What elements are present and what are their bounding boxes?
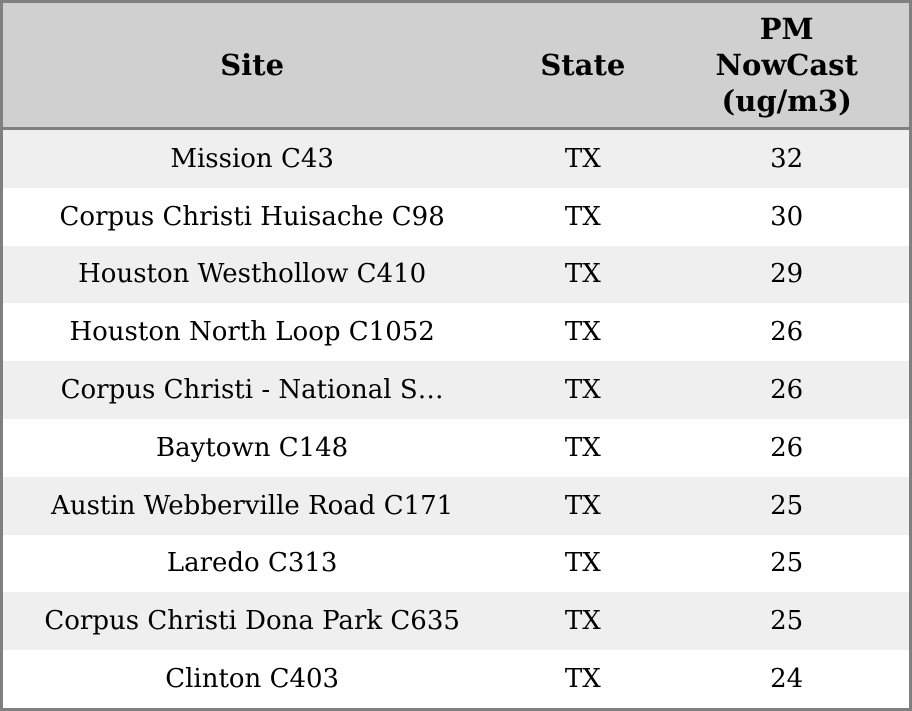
cell-state: TX <box>564 664 601 695</box>
cell-state: TX <box>564 548 601 579</box>
table-row: Clinton C403 TX 24 <box>3 650 909 708</box>
cell-pm: 26 <box>770 317 804 348</box>
cell-site: Houston North Loop C1052 <box>69 317 435 348</box>
cell-site: Austin Webberville Road C171 <box>51 490 454 521</box>
cell-pm: 26 <box>770 375 804 406</box>
cell-pm: 29 <box>770 259 804 290</box>
table-row: Houston North Loop C1052 TX 26 <box>3 303 909 362</box>
cell-site: Corpus Christi Huisache C98 <box>59 201 445 232</box>
col-header-site: Site <box>220 48 285 82</box>
cell-pm: 25 <box>770 548 804 579</box>
cell-pm: 26 <box>770 432 804 463</box>
cell-state: TX <box>564 432 601 463</box>
cell-state: TX <box>564 259 601 290</box>
cell-site: Corpus Christi - National S… <box>60 375 444 406</box>
cell-site: Laredo C313 <box>166 548 338 579</box>
cell-site: Houston Westhollow C410 <box>78 259 427 290</box>
cell-state: TX <box>564 606 601 637</box>
table-row: Houston Westhollow C410 TX 29 <box>3 245 909 304</box>
cell-state: TX <box>564 375 601 406</box>
cell-pm: 32 <box>770 143 804 174</box>
cell-site: Mission C43 <box>170 143 334 174</box>
table-row: Baytown C148 TX 26 <box>3 418 909 477</box>
table-row: Laredo C313 TX 25 <box>3 534 909 593</box>
cell-pm: 25 <box>770 490 804 521</box>
cell-pm: 24 <box>770 664 804 695</box>
cell-state: TX <box>564 490 601 521</box>
table-row: Corpus Christi Huisache C98 TX 30 <box>3 187 909 246</box>
cell-pm: 25 <box>770 606 804 637</box>
cell-site: Corpus Christi Dona Park C635 <box>44 606 460 637</box>
table-row: Mission C43 TX 32 <box>3 130 909 188</box>
cell-site: Clinton C403 <box>165 664 340 695</box>
cell-site: Baytown C148 <box>156 432 349 463</box>
table-row: Corpus Christi - National S… TX 26 <box>3 361 909 419</box>
col-header-state: State <box>540 48 626 82</box>
cell-state: TX <box>564 143 601 174</box>
cell-pm: 30 <box>770 201 804 232</box>
cell-state: TX <box>564 201 601 232</box>
table-header-row: Site State PM NowCast (ug/m3) <box>3 3 909 130</box>
cell-state: TX <box>564 317 601 348</box>
col-header-pm-nowcast: PM NowCast (ug/m3) <box>715 12 858 118</box>
table-row: Corpus Christi Dona Park C635 TX 25 <box>3 592 909 651</box>
table-row: Austin Webberville Road C171 TX 25 <box>3 476 909 535</box>
